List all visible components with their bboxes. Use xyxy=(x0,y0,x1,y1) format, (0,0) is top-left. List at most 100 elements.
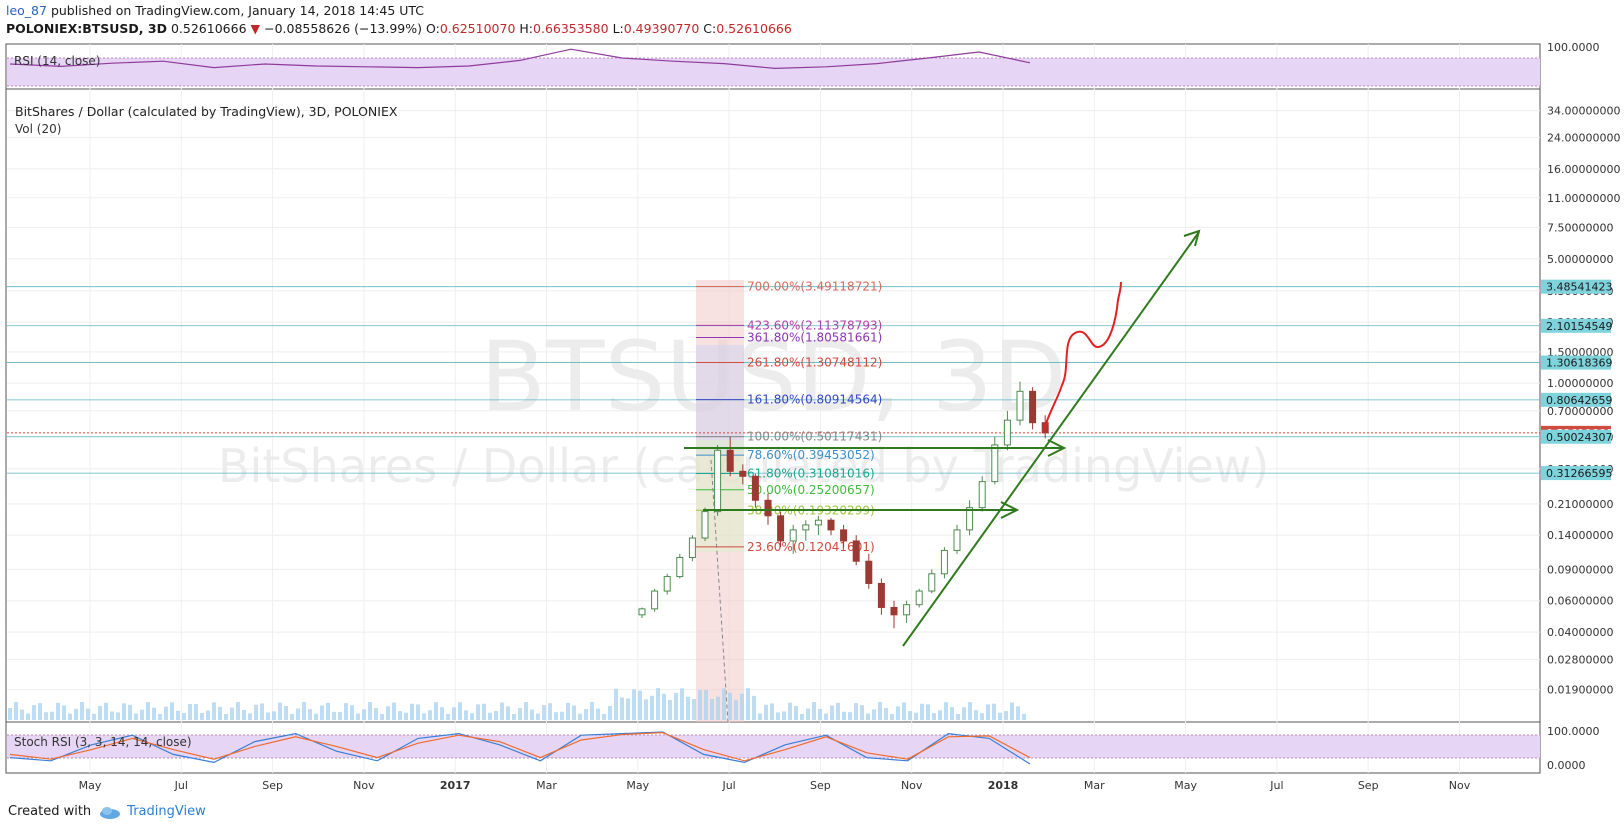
volume-bar xyxy=(320,705,324,720)
volume-bar xyxy=(974,710,978,720)
y-tick-label: 0.01900000 xyxy=(1547,684,1613,697)
volume-bar xyxy=(536,713,540,720)
time-axis[interactable]: May Jul Sep Nov 2017 Mar May Jul Sep Nov 2018 Mar Ma… xyxy=(79,779,1471,792)
price-tag-bg xyxy=(1541,429,1611,444)
created-with-label: Created with xyxy=(8,804,92,819)
volume-bar xyxy=(50,711,54,720)
volume-bar xyxy=(686,696,690,720)
author-link[interactable]: leo_87 xyxy=(6,3,47,18)
candle-body xyxy=(739,470,747,477)
price-tags: 3.48541423 2.10154549 1.30618369 0.80642659… xyxy=(1541,279,1612,481)
rsi-line xyxy=(9,48,1031,70)
vol-title: Vol (20) xyxy=(15,122,61,136)
volume-bar xyxy=(722,688,726,720)
rsi-tick-label: 100.0000 xyxy=(1547,41,1600,54)
volume-bar xyxy=(914,712,918,720)
x-tick-label: Jul xyxy=(721,779,735,792)
candle-body xyxy=(915,590,923,606)
volume-bar xyxy=(110,711,114,720)
volume-bar xyxy=(140,709,144,720)
candle-body xyxy=(663,576,671,592)
y-tick-label: 7.50000000 xyxy=(1547,221,1613,234)
fib-level-label: 78.60%(0.39453052) xyxy=(747,448,875,462)
fib-level-label: 100.00%(0.50117431) xyxy=(747,430,882,444)
volume-bar xyxy=(542,705,546,720)
volume-bar xyxy=(998,712,1002,720)
fib-level-label: 50.00%(0.25200657) xyxy=(747,483,875,497)
volume-bar xyxy=(260,703,264,720)
y-tick-label: 24.00000000 xyxy=(1547,131,1620,144)
volume-bar xyxy=(146,702,150,720)
volume-bar xyxy=(290,713,294,720)
rsi-series xyxy=(9,48,1031,70)
volume-bar xyxy=(872,709,876,720)
low-value: 0.49390770 xyxy=(623,21,700,36)
volume-bar xyxy=(794,705,798,720)
x-tick-label: Sep xyxy=(810,779,831,792)
arrow-head-1 xyxy=(1047,439,1067,457)
fib-level-label: 23.60%(0.12041601) xyxy=(747,540,875,554)
fib-level-label: 361.80%(1.80581661) xyxy=(747,331,882,345)
volume-bar xyxy=(494,711,498,720)
volume-bar xyxy=(404,712,408,720)
volume-bar xyxy=(668,699,672,720)
close-value: 0.52610666 xyxy=(716,21,792,36)
volume-bar xyxy=(836,702,840,720)
price-tag-bg xyxy=(1541,392,1611,407)
volume-bar xyxy=(548,703,552,720)
candle-body xyxy=(726,449,734,472)
horizontal-levels xyxy=(7,286,1540,474)
volume-bar xyxy=(854,703,858,720)
candle-body xyxy=(714,449,722,513)
volume-bar xyxy=(746,688,750,720)
volume-bar xyxy=(602,713,606,720)
y-tick-label: 0.09000000 xyxy=(1547,563,1613,576)
y-tick-label: 0.70000000 xyxy=(1547,405,1613,418)
rsi-band xyxy=(7,58,1540,86)
volume-bar xyxy=(80,702,84,720)
volume-bar xyxy=(878,702,882,720)
candle-body xyxy=(1016,390,1024,421)
volume-bar xyxy=(1004,711,1008,720)
volume-bar xyxy=(374,708,378,720)
price-tag-bg xyxy=(1541,279,1611,294)
volume-bar xyxy=(308,709,312,720)
volume-bar xyxy=(554,712,558,720)
volume-bar xyxy=(314,713,318,720)
volume-bar xyxy=(752,695,756,720)
rsi-title: RSI (14, close) xyxy=(14,54,100,68)
volume-bar xyxy=(632,689,636,720)
tradingview-brand-text: TradingView xyxy=(127,804,206,819)
volume-bar xyxy=(26,713,30,720)
publish-info: published on TradingView.com, January 14… xyxy=(50,3,425,18)
tradingview-link[interactable]: TradingView xyxy=(99,803,206,821)
volume-bar xyxy=(674,692,678,720)
tradingview-logo-icon xyxy=(100,807,121,819)
y-tick-label: 5.00000000 xyxy=(1547,253,1613,266)
down-arrow-icon: ▼ xyxy=(250,21,261,36)
stoch-tick-label: 0.0000 xyxy=(1547,759,1586,772)
volume-bar xyxy=(206,710,210,720)
volume-bar xyxy=(596,708,600,720)
x-tick-label: Jul xyxy=(1269,779,1283,792)
volume-bar xyxy=(116,712,120,720)
volume-bar xyxy=(284,706,288,720)
volume-bar xyxy=(434,702,438,720)
price-tag-bg xyxy=(1541,318,1611,333)
volume-bar xyxy=(530,709,534,720)
volume-bar xyxy=(428,710,432,720)
volume-bar xyxy=(74,708,78,720)
volume-bar xyxy=(266,712,270,720)
candle-body xyxy=(701,511,709,539)
candle-body xyxy=(1029,390,1037,424)
volume-bar xyxy=(620,697,624,720)
volume-bar xyxy=(386,706,390,720)
volume-bar xyxy=(830,705,834,720)
price-tag-label: 0.31266595 xyxy=(1546,467,1612,480)
volume-bar xyxy=(98,705,102,720)
volume-bar xyxy=(932,713,936,720)
fib-level-label: 261.80%(1.30748112) xyxy=(747,355,882,369)
high-value: 0.66353580 xyxy=(533,21,609,36)
x-tick-label: 2017 xyxy=(440,779,471,792)
